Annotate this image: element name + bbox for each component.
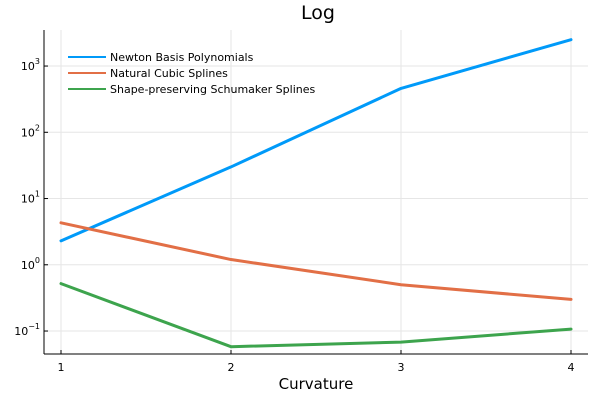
legend-label: Shape-preserving Schumaker Splines: [110, 83, 315, 96]
series-line-3: [59, 282, 573, 349]
y-tick-label: 100: [21, 256, 40, 272]
series-lines: [59, 38, 573, 349]
x-tick-label: 4: [568, 361, 575, 374]
x-tick-label: 3: [398, 361, 405, 374]
y-tick-label: 10−1: [14, 322, 40, 338]
grid: [44, 30, 588, 354]
y-tick-label: 103: [21, 57, 40, 73]
y-tick-label: 101: [21, 190, 40, 206]
legend-label: Natural Cubic Splines: [110, 67, 228, 80]
series-line-2: [59, 221, 573, 301]
x-axis-title: Curvature: [279, 375, 354, 393]
legend-label: Newton Basis Polynomials: [110, 51, 254, 64]
y-tick-label: 102: [21, 123, 40, 139]
x-tick-label: 2: [228, 361, 235, 374]
x-tick-label: 1: [58, 361, 65, 374]
series-line-1: [59, 38, 573, 243]
chart-title: Log: [301, 2, 335, 24]
legend: Newton Basis Polynomials Natural Cubic Sp…: [68, 51, 315, 96]
axes: 1 2 3 4 10−1 100 101 102 103: [14, 30, 588, 374]
